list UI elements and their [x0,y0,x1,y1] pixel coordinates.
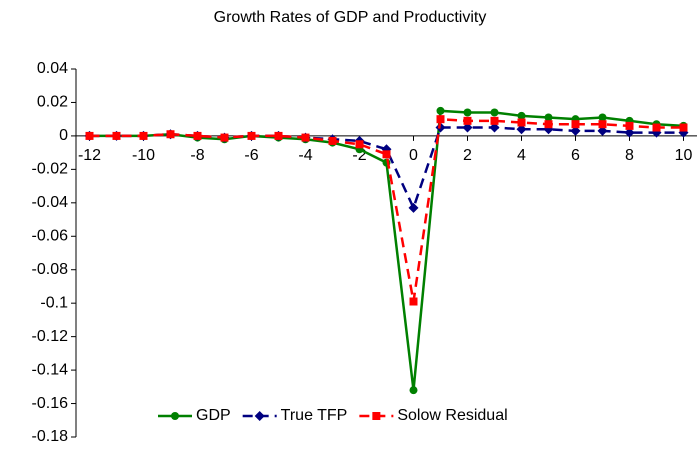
data-point [489,122,500,133]
legend-label: GDP [196,407,231,424]
y-tick-label: 0.04 [37,60,68,77]
x-tick-label: -6 [244,147,258,164]
data-point [436,106,445,115]
data-point [463,108,472,117]
data-point [625,121,634,130]
x-tick-label: 0 [409,147,418,164]
y-tick-label: 0 [59,127,68,144]
data-point [409,297,418,306]
chart-title: Growth Rates of GDP and Productivity [214,9,487,26]
data-point [382,150,391,159]
data-point [679,123,688,132]
data-point [220,133,229,142]
data-point [544,120,553,129]
data-point [355,140,364,149]
data-point [436,115,445,124]
data-point [274,131,283,140]
x-tick-label: 10 [675,147,693,164]
x-tick-label: 6 [571,147,580,164]
data-point [598,120,607,129]
data-point [490,108,499,117]
y-tick-label: -0.16 [32,395,69,412]
x-tick-label: 8 [625,147,634,164]
x-tick-label: -4 [298,147,312,164]
x-tick-label: 4 [517,147,526,164]
data-point [517,111,526,120]
y-tick-label: -0.08 [32,261,69,278]
data-point [624,127,635,138]
x-tick-label: 2 [463,147,472,164]
data-point [409,386,418,395]
data-point [85,131,94,140]
data-point [247,131,256,140]
y-tick-label: -0.1 [40,294,68,311]
data-point [112,131,121,140]
data-point [678,127,689,138]
data-point [166,130,175,139]
x-tick-label: -12 [78,147,101,164]
x-tick-label: -8 [190,147,204,164]
data-point [516,124,527,135]
data-point [517,118,526,127]
data-point [139,131,148,140]
legend-label: True TFP [281,407,348,424]
y-tick-label: -0.02 [32,161,69,178]
legend: GDP True TFP Solow Residual [158,407,508,424]
y-tick-label: 0.02 [37,94,68,111]
data-point [597,125,608,136]
data-point [408,202,419,213]
y-tick-label: -0.18 [32,428,69,445]
legend-label: Solow Residual [397,407,507,424]
y-tick-label: -0.04 [32,194,69,211]
y-tick-label: -0.12 [32,328,69,345]
data-point [571,120,580,129]
data-point [490,116,499,125]
data-point [301,133,310,142]
legend-marker [171,412,179,420]
data-point [598,113,607,122]
x-tick-label: -10 [132,147,155,164]
legend-marker [254,411,265,421]
data-point [570,125,581,136]
data-point [463,116,472,125]
data-point [544,113,553,122]
data-point [651,127,662,138]
data-point [652,123,661,132]
series-line [89,117,684,302]
y-tick-label: -0.14 [32,361,69,378]
data-point [328,136,337,145]
y-tick-label: -0.06 [32,227,69,244]
data-point [462,122,473,133]
data-point [193,131,202,140]
legend-marker [372,412,381,420]
